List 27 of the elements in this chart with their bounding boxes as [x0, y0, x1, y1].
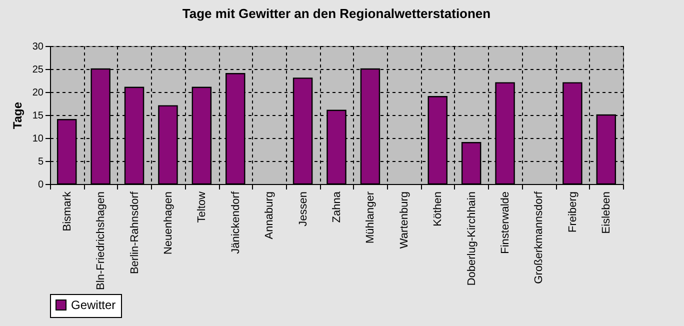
x-tick-label: Bln-Friedrichshagen — [95, 192, 108, 290]
y-tick-label: 0 — [38, 180, 44, 190]
legend-label: Gewitter — [71, 298, 116, 312]
x-tick-label: Jessen — [297, 192, 310, 226]
x-tick-label: Berlin-Rahnsdorf — [128, 190, 141, 274]
y-tick-label: 10 — [32, 134, 44, 144]
x-tick-label: Köthen — [432, 192, 444, 226]
x-tick-label: Wartenburg — [398, 192, 410, 249]
y-axis-title: Tage — [10, 102, 24, 130]
x-tick-label: Großerkmannsdorf — [533, 190, 546, 284]
x-tick-label: Zahna — [331, 190, 343, 223]
x-tick-label: Mühlanger — [364, 191, 377, 244]
x-tick-label: Annaburg — [264, 192, 276, 240]
x-tick-label: Teltow — [196, 191, 208, 223]
x-tick-label: Finsterwalde — [500, 192, 512, 254]
y-tick-label: 30 — [32, 42, 44, 52]
x-tick-label: Jänickendorf — [230, 190, 242, 254]
y-tick-label: 15 — [32, 110, 44, 122]
x-tick-label: Bismark — [61, 191, 74, 232]
x-tick-label: Eisleben — [600, 192, 613, 234]
x-tick-label: Neuenhagen — [162, 192, 174, 255]
y-tick-label: 5 — [38, 156, 44, 168]
x-tick-label: Freiberg — [566, 192, 579, 232]
x-tick-label: Doberlug-Kirchhain — [466, 192, 478, 286]
y-tick-label: 20 — [32, 88, 44, 98]
chart-title: Tage mit Gewitter an den Regionalwetterstationen — [182, 6, 491, 21]
y-tick-label: 25 — [32, 64, 44, 76]
